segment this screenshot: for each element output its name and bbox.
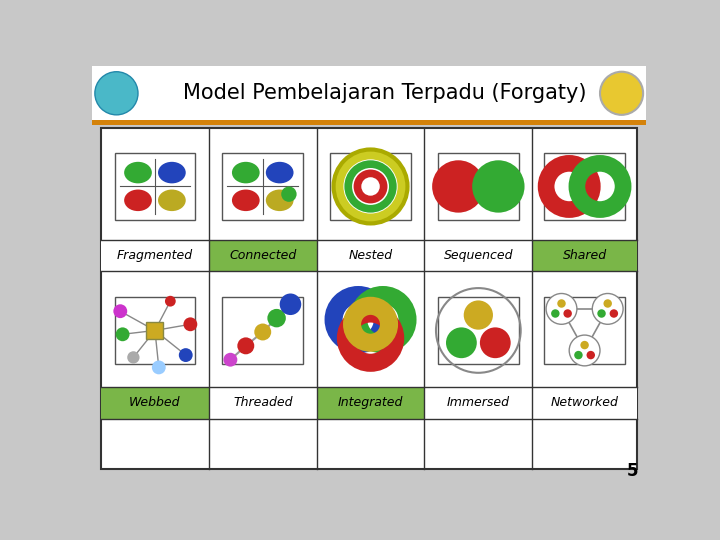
Bar	[425, 387, 532, 419]
Ellipse shape	[158, 162, 186, 184]
Bar	[101, 240, 209, 271]
Text: Webbed: Webbed	[129, 396, 181, 409]
Ellipse shape	[232, 190, 260, 211]
Circle shape	[127, 351, 140, 363]
Text: Sequenced: Sequenced	[444, 249, 513, 262]
Bar	[425, 240, 532, 271]
Bar	[209, 387, 317, 419]
Bar	[222, 296, 303, 365]
Circle shape	[279, 293, 301, 315]
Circle shape	[354, 170, 387, 204]
Circle shape	[95, 72, 138, 115]
Text: Threaded: Threaded	[233, 396, 292, 409]
Bar	[330, 153, 411, 220]
Bar	[438, 296, 519, 365]
Circle shape	[113, 304, 127, 318]
Ellipse shape	[158, 190, 186, 211]
Circle shape	[557, 299, 566, 308]
Circle shape	[551, 309, 559, 318]
Ellipse shape	[266, 190, 294, 211]
Circle shape	[446, 327, 477, 358]
Bar	[532, 240, 637, 271]
Circle shape	[593, 293, 623, 325]
Circle shape	[361, 177, 379, 195]
Circle shape	[352, 168, 389, 205]
Circle shape	[570, 335, 600, 366]
Circle shape	[580, 341, 589, 349]
Circle shape	[344, 160, 397, 213]
Bar	[209, 240, 317, 271]
Circle shape	[238, 338, 254, 354]
Bar	[114, 153, 195, 220]
Circle shape	[480, 327, 510, 358]
Circle shape	[342, 158, 399, 215]
Bar	[92, 120, 647, 125]
Circle shape	[546, 293, 577, 325]
Circle shape	[564, 309, 572, 318]
Bar	[544, 296, 625, 365]
Circle shape	[152, 361, 166, 374]
Text: 5: 5	[627, 462, 639, 481]
Circle shape	[223, 353, 238, 367]
Text: Integrated: Integrated	[338, 396, 403, 409]
Bar	[146, 322, 163, 339]
Bar	[532, 387, 637, 419]
Circle shape	[587, 351, 595, 359]
Bar	[101, 128, 637, 469]
Bar	[114, 296, 195, 365]
Circle shape	[598, 309, 606, 318]
Circle shape	[603, 299, 612, 308]
Bar	[92, 66, 647, 120]
Text: Fragmented: Fragmented	[117, 249, 193, 262]
Text: Shared: Shared	[562, 249, 607, 262]
Circle shape	[179, 348, 193, 362]
Circle shape	[610, 309, 618, 318]
Bar	[438, 153, 519, 220]
Circle shape	[254, 323, 271, 340]
Circle shape	[116, 327, 130, 341]
Ellipse shape	[124, 162, 152, 184]
Circle shape	[600, 72, 643, 115]
Circle shape	[184, 318, 197, 331]
Circle shape	[575, 351, 582, 359]
Circle shape	[333, 150, 408, 224]
Text: Model Pembelajaran Terpadu (Forgaty): Model Pembelajaran Terpadu (Forgaty)	[183, 83, 586, 103]
Circle shape	[464, 300, 493, 330]
Bar	[544, 153, 625, 220]
Circle shape	[267, 309, 286, 327]
Bar	[317, 387, 425, 419]
Text: Nested: Nested	[348, 249, 392, 262]
Circle shape	[432, 160, 485, 213]
Text: Networked: Networked	[551, 396, 618, 409]
Circle shape	[165, 296, 176, 307]
Text: Immersed: Immersed	[447, 396, 510, 409]
Circle shape	[282, 186, 297, 202]
Circle shape	[472, 160, 525, 213]
Ellipse shape	[124, 190, 152, 211]
Bar	[317, 240, 425, 271]
Ellipse shape	[266, 162, 294, 184]
Bar	[101, 387, 209, 419]
Ellipse shape	[232, 162, 260, 184]
Text: Connected: Connected	[229, 249, 297, 262]
Bar	[222, 153, 303, 220]
